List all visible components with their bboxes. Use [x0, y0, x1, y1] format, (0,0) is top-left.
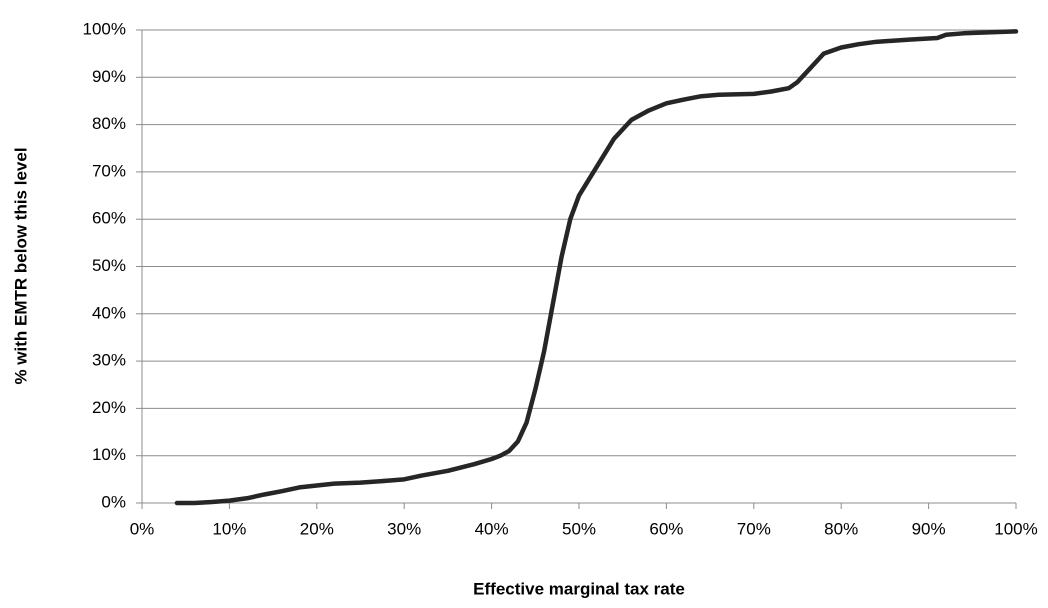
y-tick-label: 0%	[101, 492, 126, 511]
x-tick-label: 90%	[912, 519, 946, 538]
x-tick-label: 50%	[562, 519, 596, 538]
y-tick-label: 90%	[92, 67, 126, 86]
x-tick-label: 20%	[300, 519, 334, 538]
y-tick-label: 40%	[92, 303, 126, 322]
x-axis-title: Effective marginal tax rate	[473, 579, 685, 598]
x-tick-label: 40%	[475, 519, 509, 538]
y-tick-label: 80%	[92, 114, 126, 133]
y-axis-title: % with EMTR below this level	[11, 147, 30, 384]
x-tick-label: 80%	[824, 519, 858, 538]
y-tick-label: 60%	[92, 209, 126, 228]
x-tick-label: 60%	[649, 519, 683, 538]
y-tick-label: 100%	[83, 19, 126, 38]
x-tick-label: 10%	[212, 519, 246, 538]
y-tick-label: 30%	[92, 351, 126, 370]
y-tick-label: 20%	[92, 398, 126, 417]
y-tick-label: 50%	[92, 256, 126, 275]
x-tick-label: 0%	[130, 519, 155, 538]
x-tick-label: 30%	[387, 519, 421, 538]
line	[174, 29, 1019, 506]
y-tick-label: 10%	[92, 445, 126, 464]
y-tick-label: 70%	[92, 161, 126, 180]
x-tick-label: 100%	[994, 519, 1037, 538]
x-tick-label: 70%	[737, 519, 771, 538]
